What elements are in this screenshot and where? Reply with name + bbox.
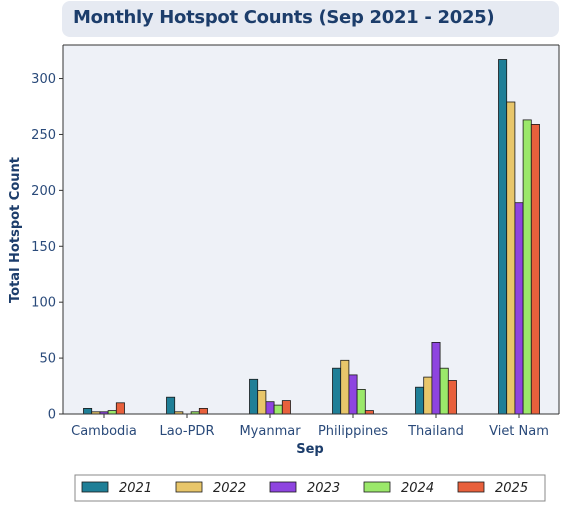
bar-lao-pdr-2021 — [166, 396, 176, 415]
bar-viet-nam-2023 — [514, 202, 524, 415]
bar-cambodia-2024 — [107, 410, 117, 415]
legend-swatch-2025 — [457, 481, 485, 493]
x-tick-label: Myanmar — [239, 424, 301, 439]
legend-swatch-2022 — [175, 481, 203, 493]
y-tick-label: 300 — [31, 72, 56, 87]
y-tick-label: 0 — [48, 408, 56, 423]
bar-viet-nam-2022 — [506, 101, 516, 415]
x-tick-label: Viet Nam — [489, 424, 549, 439]
legend-label-2021: 2021 — [119, 481, 152, 496]
y-axis-label: Total Hotspot Count — [8, 157, 23, 303]
plot-background — [63, 45, 559, 414]
bar-myanmar-2023 — [265, 401, 275, 415]
legend-swatch-2023 — [269, 481, 297, 493]
y-tick-label: 50 — [39, 352, 56, 367]
bar-myanmar-2021 — [249, 378, 259, 415]
bar-philippines-2024 — [356, 388, 366, 415]
bar-philippines-2022 — [340, 359, 350, 415]
bar-cambodia-2021 — [83, 407, 93, 415]
x-tick-label: Lao-PDR — [160, 424, 215, 439]
legend-swatch-2024 — [363, 481, 391, 493]
bar-myanmar-2024 — [273, 404, 283, 415]
y-tick-label: 200 — [31, 184, 56, 199]
bar-lao-pdr-2025 — [198, 407, 208, 415]
chart-title-box: Monthly Hotspot Counts (Sep 2021 - 2025) — [62, 1, 559, 37]
bar-philippines-2023 — [348, 374, 358, 415]
bar-thailand-2025 — [447, 380, 457, 415]
x-tick-label: Cambodia — [71, 424, 137, 439]
bar-myanmar-2022 — [257, 390, 267, 415]
chart-title: Monthly Hotspot Counts (Sep 2021 - 2025) — [73, 7, 495, 28]
bar-myanmar-2025 — [281, 400, 291, 415]
bar-thailand-2024 — [439, 367, 449, 415]
y-tick-label: 100 — [31, 296, 56, 311]
legend-label-2022: 2022 — [213, 481, 246, 496]
bar-viet-nam-2024 — [522, 119, 532, 415]
bar-viet-nam-2025 — [530, 124, 540, 415]
bar-viet-nam-2021 — [498, 59, 508, 415]
bar-thailand-2021 — [415, 386, 425, 415]
bar-thailand-2022 — [423, 376, 433, 415]
bar-philippines-2021 — [332, 367, 342, 415]
x-tick-label: Philippines — [318, 424, 388, 439]
legend-label-2024: 2024 — [401, 481, 434, 496]
bar-thailand-2023 — [431, 341, 441, 415]
legend-swatch-2021 — [81, 481, 109, 493]
y-tick-label: 250 — [31, 128, 56, 143]
y-tick-label: 150 — [31, 240, 56, 255]
x-axis-label: Sep — [296, 442, 324, 457]
x-tick-label: Thailand — [407, 424, 464, 439]
legend-label-2025: 2025 — [495, 481, 528, 496]
legend-label-2023: 2023 — [307, 481, 340, 496]
bar-cambodia-2025 — [115, 402, 125, 415]
bar-philippines-2025 — [364, 410, 374, 415]
